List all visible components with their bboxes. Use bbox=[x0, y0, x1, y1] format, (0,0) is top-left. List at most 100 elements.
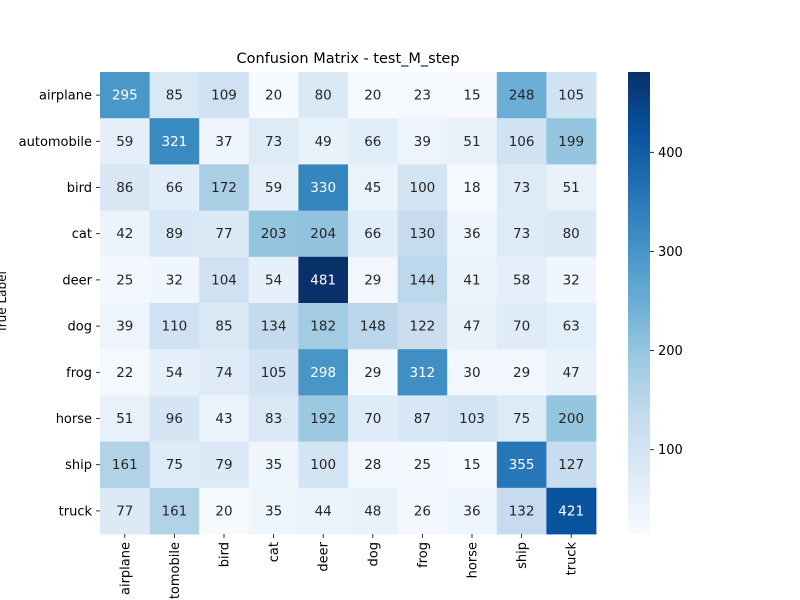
cell-value-label: 192 bbox=[310, 411, 336, 427]
cell-value-label: 42 bbox=[116, 226, 133, 242]
heatmap-cell bbox=[100, 441, 150, 489]
heatmap-cell bbox=[546, 72, 597, 119]
cell-value-label: 161 bbox=[112, 457, 138, 473]
heatmap-cell bbox=[100, 164, 150, 211]
heatmap-cell bbox=[397, 164, 448, 211]
cell-value-label: 110 bbox=[162, 319, 188, 335]
heatmap-cell bbox=[248, 118, 299, 165]
cell-value-label: 45 bbox=[364, 180, 381, 196]
cell-value-label: 23 bbox=[414, 88, 431, 104]
x-tick-label: bird bbox=[218, 542, 233, 567]
heatmap-cell bbox=[298, 164, 349, 211]
cell-value-label: 127 bbox=[558, 457, 584, 473]
heatmap-cell bbox=[248, 210, 299, 258]
heatmap-cell bbox=[546, 395, 597, 442]
cell-value-label: 89 bbox=[166, 226, 183, 242]
heatmap-cell bbox=[496, 210, 547, 258]
y-tick-label: dog bbox=[68, 320, 92, 335]
colorbar-tick-label: 200 bbox=[658, 344, 683, 359]
heatmap-cell bbox=[149, 303, 200, 350]
heatmap-cell bbox=[348, 118, 398, 165]
heatmap-cell bbox=[100, 256, 150, 304]
x-tick-label: horse bbox=[466, 542, 481, 578]
heatmap-cell bbox=[149, 210, 200, 258]
heatmap-cell bbox=[298, 441, 349, 489]
y-tick-label: deer bbox=[62, 273, 92, 288]
heatmap-annotations: 295 85 109 20 80 20 23 15 248 105 59 321 37 73 49 66 39 5… bbox=[112, 88, 584, 520]
heatmap-cell bbox=[100, 210, 150, 258]
heatmap-cell bbox=[348, 487, 398, 535]
heatmap-cell bbox=[199, 487, 250, 535]
cell-value-label: 73 bbox=[513, 226, 530, 242]
cell-value-label: 20 bbox=[215, 503, 232, 519]
heatmap-cell bbox=[397, 303, 448, 350]
heatmap-cell bbox=[348, 441, 398, 489]
heatmap-cell bbox=[348, 256, 398, 304]
heatmap-cell bbox=[100, 487, 150, 535]
heatmap-cell bbox=[149, 395, 200, 442]
x-tick-label: airplane bbox=[118, 542, 133, 595]
cell-value-label: 182 bbox=[310, 319, 336, 335]
cell-value-label: 30 bbox=[463, 365, 480, 381]
cell-value-label: 25 bbox=[414, 457, 431, 473]
y-axis: airplane automobile bird cat deer dog frog hors… bbox=[19, 89, 100, 519]
cell-value-label: 51 bbox=[116, 411, 133, 427]
x-tick-label: cat bbox=[267, 542, 282, 562]
cell-value-label: 20 bbox=[364, 88, 381, 104]
cell-value-label: 36 bbox=[463, 503, 480, 519]
y-tick-label: cat bbox=[72, 227, 92, 242]
heatmap-cell bbox=[397, 256, 448, 304]
heatmap-cell bbox=[199, 164, 250, 211]
cell-value-label: 39 bbox=[414, 134, 431, 150]
heatmap-cell bbox=[298, 256, 349, 304]
heatmap-cell bbox=[298, 349, 349, 396]
cell-value-label: 29 bbox=[513, 365, 530, 381]
cell-value-label: 28 bbox=[364, 457, 381, 473]
heatmap-cell bbox=[149, 441, 200, 489]
heatmap-cell bbox=[496, 441, 547, 489]
heatmap-cell bbox=[199, 210, 250, 258]
cell-value-label: 204 bbox=[310, 226, 336, 242]
cell-value-label: 35 bbox=[265, 503, 282, 519]
cell-value-label: 73 bbox=[513, 180, 530, 196]
heatmap-cell bbox=[100, 395, 150, 442]
heatmap-cell bbox=[447, 256, 498, 304]
heatmap-cell bbox=[298, 118, 349, 165]
heatmap-cell bbox=[348, 164, 398, 211]
cell-value-label: 77 bbox=[116, 503, 133, 519]
cell-value-label: 15 bbox=[463, 88, 480, 104]
x-tick-label: frog bbox=[416, 542, 431, 568]
cell-value-label: 63 bbox=[563, 319, 580, 335]
heatmap-cell bbox=[199, 256, 250, 304]
cell-value-label: 134 bbox=[261, 319, 287, 335]
cell-value-label: 321 bbox=[162, 134, 188, 150]
cell-value-label: 70 bbox=[513, 319, 530, 335]
heatmap-cell bbox=[248, 349, 299, 396]
heatmap-cell bbox=[546, 441, 597, 489]
cell-value-label: 59 bbox=[116, 134, 133, 150]
heatmap-cell bbox=[298, 210, 349, 258]
heatmap-cell bbox=[447, 303, 498, 350]
heatmap-cell bbox=[496, 395, 547, 442]
cell-value-label: 66 bbox=[364, 226, 381, 242]
cell-value-label: 80 bbox=[315, 88, 332, 104]
cell-value-label: 199 bbox=[558, 134, 584, 150]
cell-value-label: 200 bbox=[558, 411, 584, 427]
cell-value-label: 100 bbox=[310, 457, 336, 473]
cell-value-label: 73 bbox=[265, 134, 282, 150]
heatmap-cell bbox=[149, 164, 200, 211]
heatmap-cell bbox=[447, 164, 498, 211]
heatmap-cell bbox=[248, 72, 299, 119]
colorbar: 100 200 300 400 bbox=[628, 72, 683, 534]
heatmap-cell bbox=[397, 395, 448, 442]
heatmap-cell bbox=[447, 349, 498, 396]
x-tick-label: dog bbox=[366, 542, 381, 566]
cell-value-label: 39 bbox=[116, 319, 133, 335]
cell-value-label: 51 bbox=[463, 134, 480, 150]
cell-value-label: 54 bbox=[265, 272, 282, 288]
cell-value-label: 355 bbox=[509, 457, 535, 473]
heatmap-cell bbox=[496, 303, 547, 350]
cell-value-label: 70 bbox=[364, 411, 381, 427]
cell-value-label: 106 bbox=[509, 134, 535, 150]
heatmap-cell bbox=[298, 72, 349, 119]
